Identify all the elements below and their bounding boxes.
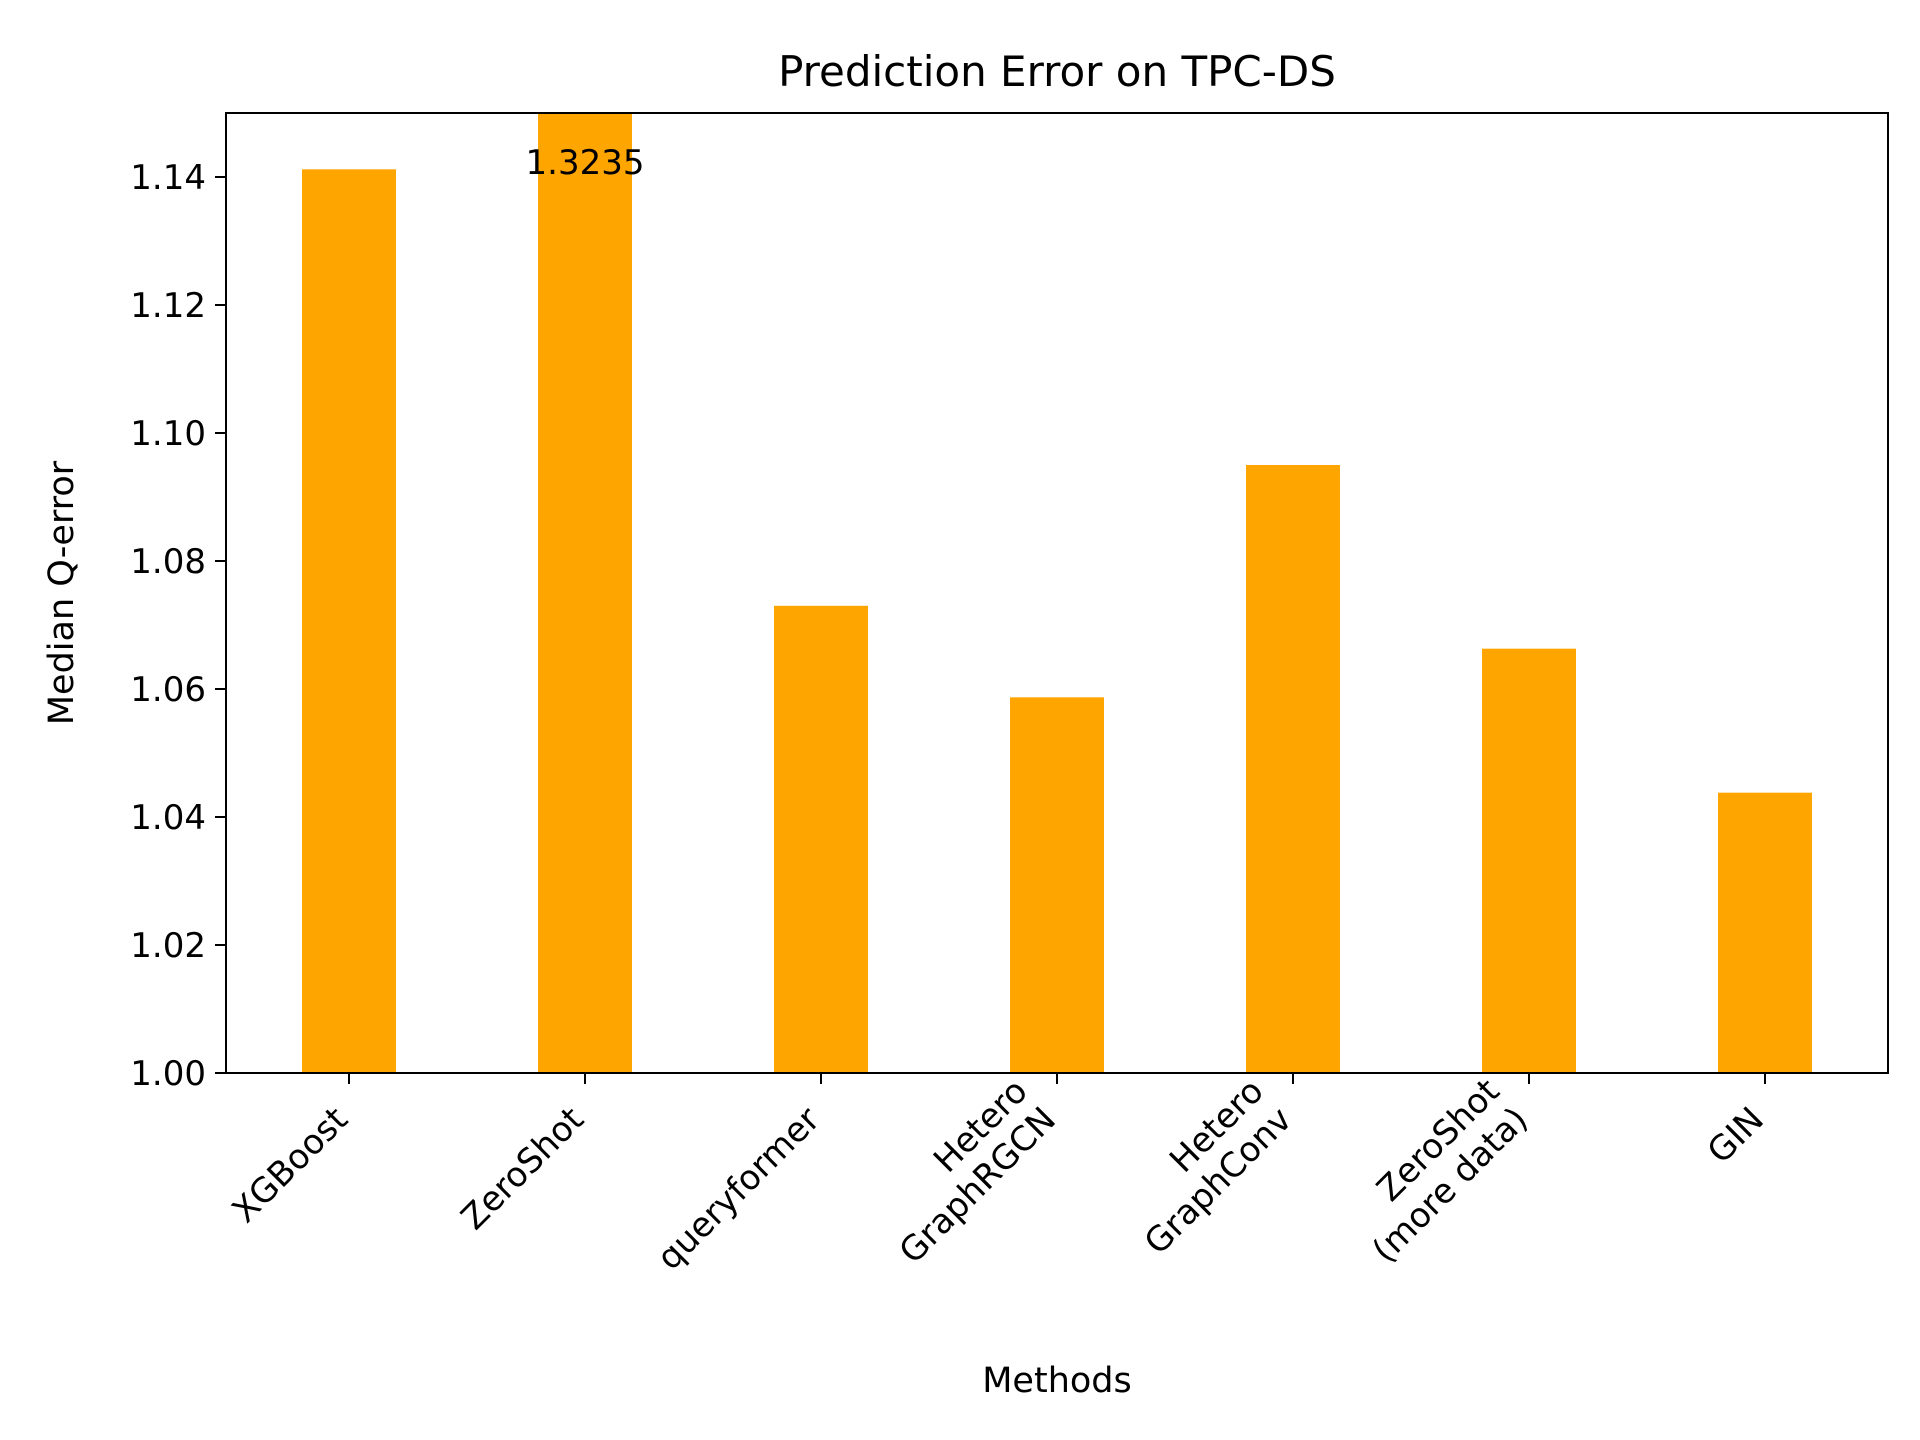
x-tick-label-3: HeteroGraphRGCN: [863, 1071, 1063, 1271]
x-tick-label-6: GIN: [1700, 1100, 1772, 1172]
bar-2: [774, 605, 868, 1073]
x-tick-label-2: queryformer: [649, 1100, 827, 1278]
x-axis-label: Methods: [982, 1361, 1132, 1401]
y-tick-label-3: 1.06: [130, 670, 206, 710]
bar-3: [1010, 697, 1104, 1073]
y-tick-label-4: 1.08: [130, 542, 206, 582]
y-axis: 1.00 1.02 1.04 1.06 1.08 1.10 1.12 1.14: [130, 158, 226, 1094]
bar-6: [1718, 792, 1812, 1073]
bar-1: [538, 113, 632, 1073]
data-label-1: 1.3235: [526, 143, 645, 183]
bar-5: [1482, 648, 1576, 1073]
x-tick-label-0: XGBoost: [225, 1100, 356, 1231]
x-tick-label-1: ZeroShot: [454, 1100, 592, 1238]
bars-group: [302, 113, 1812, 1073]
bar-0: [302, 169, 396, 1073]
x-axis: XGBoost ZeroShot queryformer HeteroGraphRGC…: [225, 1071, 1772, 1278]
x-tick-label-4: HeteroGraphConv: [1109, 1071, 1300, 1262]
y-tick-label-0: 1.00: [130, 1054, 206, 1094]
y-tick-label-6: 1.12: [130, 286, 206, 326]
y-tick-label-2: 1.04: [130, 798, 206, 838]
y-axis-label: Median Q-error: [42, 460, 82, 725]
x-tick-label-5: ZeroShot(more data): [1336, 1071, 1535, 1270]
y-tick-label-5: 1.10: [130, 414, 206, 454]
y-tick-label-7: 1.14: [130, 158, 206, 198]
chart-title: Prediction Error on TPC-DS: [778, 47, 1336, 96]
bar-4: [1246, 465, 1340, 1073]
y-tick-label-1: 1.02: [130, 926, 206, 966]
data-labels-group: 1.3235: [526, 143, 645, 183]
